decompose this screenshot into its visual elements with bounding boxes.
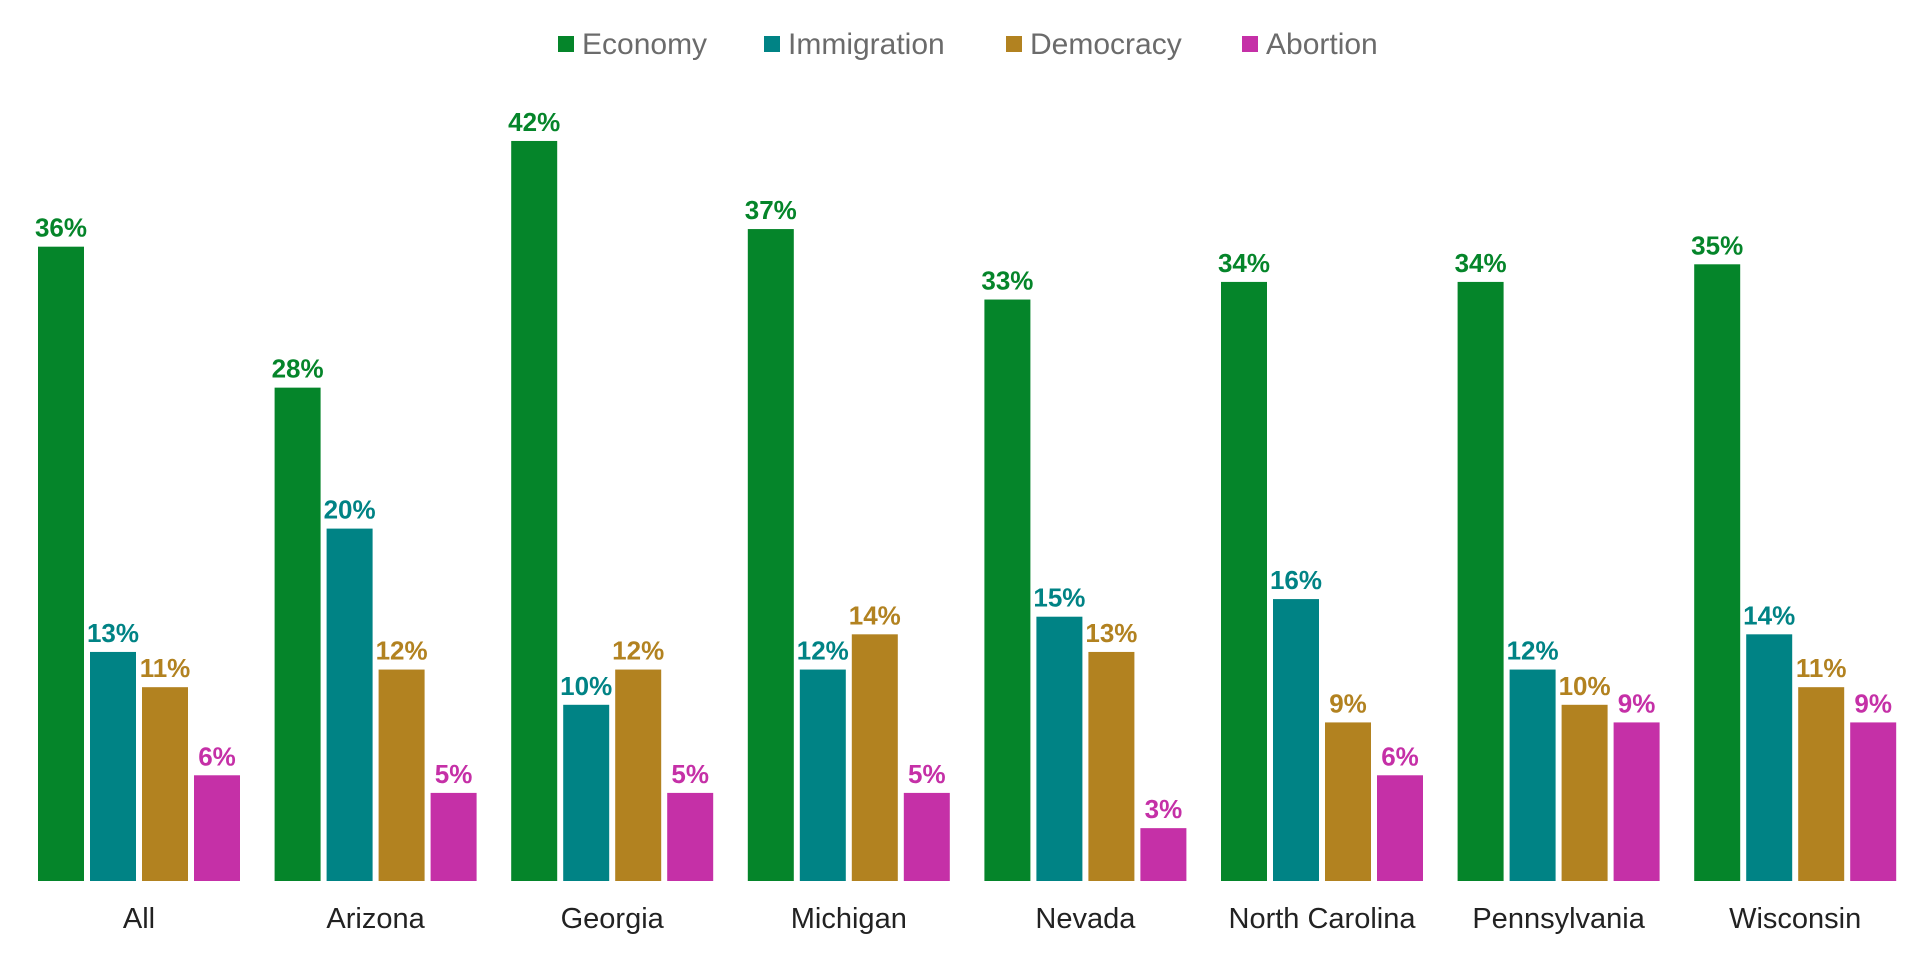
bar-pennsylvania-economy: [1457, 281, 1504, 881]
bar-arizona-economy: [274, 387, 321, 881]
bar-michigan-democracy: [851, 634, 898, 881]
bar-north-carolina-democracy: [1325, 722, 1371, 881]
bar-pennsylvania-abortion: [1613, 722, 1660, 881]
category-label-michigan: Michigan: [791, 903, 907, 935]
bar-arizona-abortion: [430, 792, 477, 881]
value-label-michigan-economy: 37%: [745, 195, 797, 225]
value-label-wisconsin-abortion: 9%: [1854, 688, 1892, 718]
bar-wisconsin-abortion: [1850, 722, 1897, 881]
value-label-nevada-democracy: 13%: [1085, 618, 1137, 648]
category-label-pennsylvania: Pennsylvania: [1472, 903, 1645, 935]
legend-label-democracy: Democracy: [1030, 28, 1182, 61]
category-label-north-carolina: North Carolina: [1229, 903, 1417, 935]
value-label-wisconsin-immigration: 14%: [1743, 600, 1795, 630]
value-label-michigan-abortion: 5%: [908, 759, 946, 789]
value-label-arizona-economy: 28%: [272, 354, 324, 384]
category-label-wisconsin: Wisconsin: [1729, 903, 1861, 935]
bar-michigan-abortion: [903, 792, 950, 881]
category-labels: All Arizona Georgia Michigan Nevada North Car…: [123, 903, 1861, 935]
value-label-georgia-economy: 42%: [508, 107, 560, 137]
value-label-arizona-abortion: 5%: [435, 759, 473, 789]
legend-label-immigration: Immigration: [788, 28, 945, 61]
bar-arizona-democracy: [378, 669, 425, 881]
bar-arizona-immigration: [326, 528, 373, 881]
legend-swatch-economy: [558, 36, 574, 52]
bar-all-abortion: [194, 775, 240, 881]
value-label-pennsylvania-democracy: 10%: [1559, 671, 1611, 701]
legend-label-economy: Economy: [582, 28, 707, 61]
bar-wisconsin-democracy: [1798, 687, 1845, 881]
value-label-arizona-democracy: 12%: [376, 636, 428, 666]
value-label-north-carolina-economy: 34%: [1218, 248, 1270, 278]
bar-north-carolina-abortion: [1377, 775, 1423, 881]
value-label-pennsylvania-abortion: 9%: [1618, 688, 1656, 718]
bar-north-carolina-immigration: [1273, 599, 1319, 881]
value-label-arizona-immigration: 20%: [324, 495, 376, 525]
bar-michigan-economy: [747, 229, 794, 881]
bar-all-immigration: [90, 651, 136, 881]
bar-georgia-immigration: [563, 704, 610, 881]
bar-wisconsin-immigration: [1746, 634, 1793, 881]
value-label-michigan-democracy: 14%: [849, 600, 901, 630]
value-label-all-abortion: 6%: [198, 741, 236, 771]
value-label-nevada-abortion: 3%: [1145, 794, 1183, 824]
category-label-all: All: [123, 903, 155, 935]
bar-pennsylvania-democracy: [1561, 704, 1608, 881]
bar-all-democracy: [142, 687, 188, 881]
bar-north-carolina-economy: [1221, 281, 1267, 881]
value-label-nevada-economy: 33%: [981, 266, 1033, 296]
value-label-georgia-democracy: 12%: [612, 636, 664, 666]
value-label-nevada-immigration: 15%: [1033, 583, 1085, 613]
value-label-wisconsin-economy: 35%: [1691, 230, 1743, 260]
category-label-arizona: Arizona: [326, 903, 425, 935]
bars: [38, 140, 1897, 881]
bar-georgia-economy: [511, 140, 558, 881]
value-label-north-carolina-immigration: 16%: [1270, 565, 1322, 595]
value-label-pennsylvania-economy: 34%: [1455, 248, 1507, 278]
bar-nevada-abortion: [1140, 828, 1187, 881]
legend-swatch-abortion: [1242, 36, 1258, 52]
category-label-georgia: Georgia: [561, 903, 665, 935]
value-label-georgia-abortion: 5%: [671, 759, 709, 789]
legend: Economy Immigration Democracy Abortion: [558, 28, 1378, 61]
bar-wisconsin-economy: [1694, 264, 1741, 881]
value-label-all-economy: 36%: [35, 213, 87, 243]
bar-georgia-democracy: [615, 669, 662, 881]
value-label-pennsylvania-immigration: 12%: [1507, 636, 1559, 666]
value-label-wisconsin-democracy: 11%: [1796, 653, 1847, 683]
bar-nevada-economy: [984, 299, 1031, 881]
value-label-michigan-immigration: 12%: [797, 636, 849, 666]
legend-label-abortion: Abortion: [1266, 28, 1378, 61]
bar-nevada-immigration: [1036, 616, 1083, 881]
bar-pennsylvania-immigration: [1509, 669, 1556, 881]
legend-swatch-immigration: [764, 36, 780, 52]
value-label-all-democracy: 11%: [140, 653, 191, 683]
bar-nevada-democracy: [1088, 651, 1135, 881]
value-label-north-carolina-abortion: 6%: [1381, 741, 1419, 771]
bar-michigan-immigration: [799, 669, 846, 881]
legend-swatch-democracy: [1006, 36, 1022, 52]
value-labels: 36%13%11%6%28%20%12%5%42%10%12%5%37%12%1…: [35, 107, 1892, 824]
value-label-all-immigration: 13%: [87, 618, 139, 648]
value-label-north-carolina-democracy: 9%: [1329, 688, 1367, 718]
bar-georgia-abortion: [667, 792, 714, 881]
bar-all-economy: [38, 246, 84, 881]
value-label-georgia-immigration: 10%: [560, 671, 612, 701]
category-label-nevada: Nevada: [1035, 903, 1136, 935]
